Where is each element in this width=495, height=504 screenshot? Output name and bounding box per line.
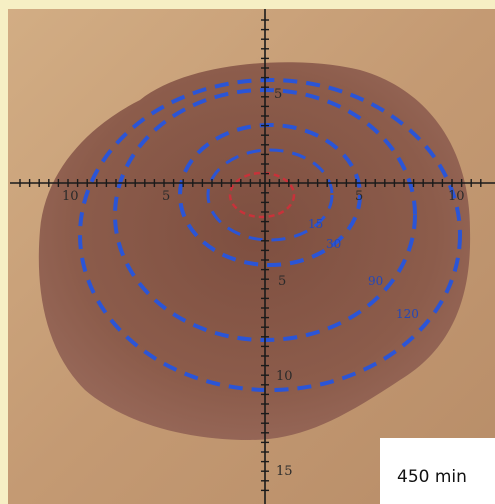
contour-label: 90 <box>368 274 383 288</box>
axis-label: 5 <box>274 87 282 102</box>
axis-label: 10 <box>276 369 293 384</box>
contour-label: 15 <box>308 217 323 231</box>
axis-label: 5 <box>355 189 363 204</box>
photo: 10 5 5 10 5 5 10 15 15 30 90 120 450 min <box>0 0 495 504</box>
axis-label: 5 <box>162 189 170 204</box>
axis-label: 10 <box>62 189 79 204</box>
contour-label: 30 <box>326 237 341 251</box>
axis-label: 10 <box>448 189 465 204</box>
axis-label: 5 <box>278 274 286 289</box>
axis-label: 15 <box>276 464 293 479</box>
contour-label: 120 <box>396 307 419 321</box>
caption: 450 min <box>397 467 467 487</box>
